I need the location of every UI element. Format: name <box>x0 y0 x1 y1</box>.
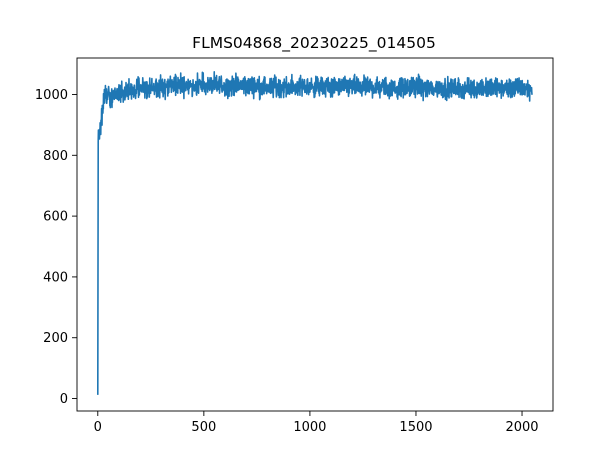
series-line <box>96 71 533 395</box>
x-tick-label: 2000 <box>505 420 538 435</box>
x-tick-label: 0 <box>94 420 102 435</box>
y-tick-label: 400 <box>43 270 68 285</box>
chart-title: FLMS04868_20230225_014505 <box>192 34 436 53</box>
y-axis-ticks: 0 200 400 600 800 1000 <box>35 88 77 407</box>
x-tick-label: 500 <box>191 420 216 435</box>
y-tick-label: 800 <box>43 149 68 164</box>
x-axis-ticks: 0 500 1000 1500 2000 <box>94 411 539 435</box>
y-tick-label: 200 <box>43 331 68 346</box>
x-tick-label: 1000 <box>293 420 326 435</box>
y-tick-label: 600 <box>43 210 68 225</box>
plot-area <box>96 71 533 395</box>
y-tick-label: 1000 <box>35 88 68 103</box>
x-tick-label: 1500 <box>399 420 432 435</box>
axes-frame <box>76 57 554 412</box>
y-tick-label: 0 <box>60 392 68 407</box>
